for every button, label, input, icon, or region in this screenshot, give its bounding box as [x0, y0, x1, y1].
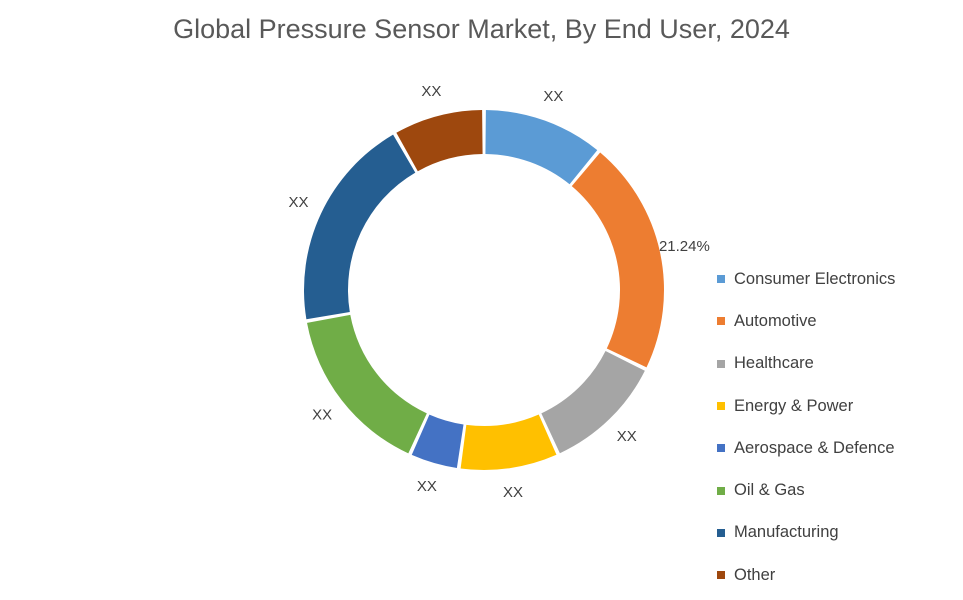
legend-swatch [717, 486, 725, 495]
slice-energy-and-power [460, 414, 557, 471]
slice-manufacturing [304, 134, 416, 320]
data-label-other: XX [421, 83, 441, 100]
legend-item-manufacturing: Manufacturing [717, 512, 895, 554]
legend-swatch [717, 444, 725, 453]
legend-item-oil-and-gas: Oil & Gas [717, 469, 895, 511]
legend-item-other: Other [717, 554, 895, 596]
legend-label: Energy & Power [734, 396, 854, 415]
chart-title: Global Pressure Sensor Market, By End Us… [173, 14, 790, 44]
data-label-oil-and-gas: XX [312, 407, 332, 424]
slice-consumer-electronics [485, 110, 598, 185]
legend-label: Consumer Electronics [734, 269, 896, 288]
slice-automotive [571, 152, 664, 368]
legend-item-automotive: Automotive [717, 300, 895, 342]
legend-item-healthcare: Healthcare [717, 343, 895, 385]
data-label-automotive: 21.24% [659, 238, 710, 255]
slice-oil-and-gas [307, 314, 427, 454]
legend-label: Oil & Gas [734, 481, 805, 500]
data-label-healthcare: XX [617, 428, 637, 445]
legend-item-energy-and-power: Energy & Power [717, 385, 895, 427]
slice-aerospace-and-defence [411, 414, 464, 468]
legend-label: Other [734, 565, 776, 584]
slice-healthcare [541, 351, 645, 454]
legend-label: Aerospace & Defence [734, 438, 895, 457]
legend-label: Automotive [734, 311, 817, 330]
data-label-manufacturing: XX [288, 194, 308, 211]
data-label-energy-and-power: XX [503, 484, 523, 501]
legend-label: Healthcare [734, 354, 814, 373]
legend-swatch [717, 317, 725, 326]
legend-label: Manufacturing [734, 523, 839, 542]
data-label-aerospace-and-defence: XX [417, 478, 437, 495]
legend-item-consumer-electronics: Consumer Electronics [717, 258, 895, 300]
data-label-consumer-electronics: XX [543, 88, 563, 105]
legend-swatch [717, 528, 725, 537]
legend-swatch [717, 402, 725, 411]
legend-swatch [717, 571, 725, 580]
legend-swatch [717, 275, 725, 284]
legend-item-aerospace-and-defence: Aerospace & Defence [717, 427, 895, 469]
slice-other [396, 110, 483, 172]
legend-swatch [717, 359, 725, 368]
legend: Consumer Electronics Automotive Healthcare… [717, 258, 895, 596]
